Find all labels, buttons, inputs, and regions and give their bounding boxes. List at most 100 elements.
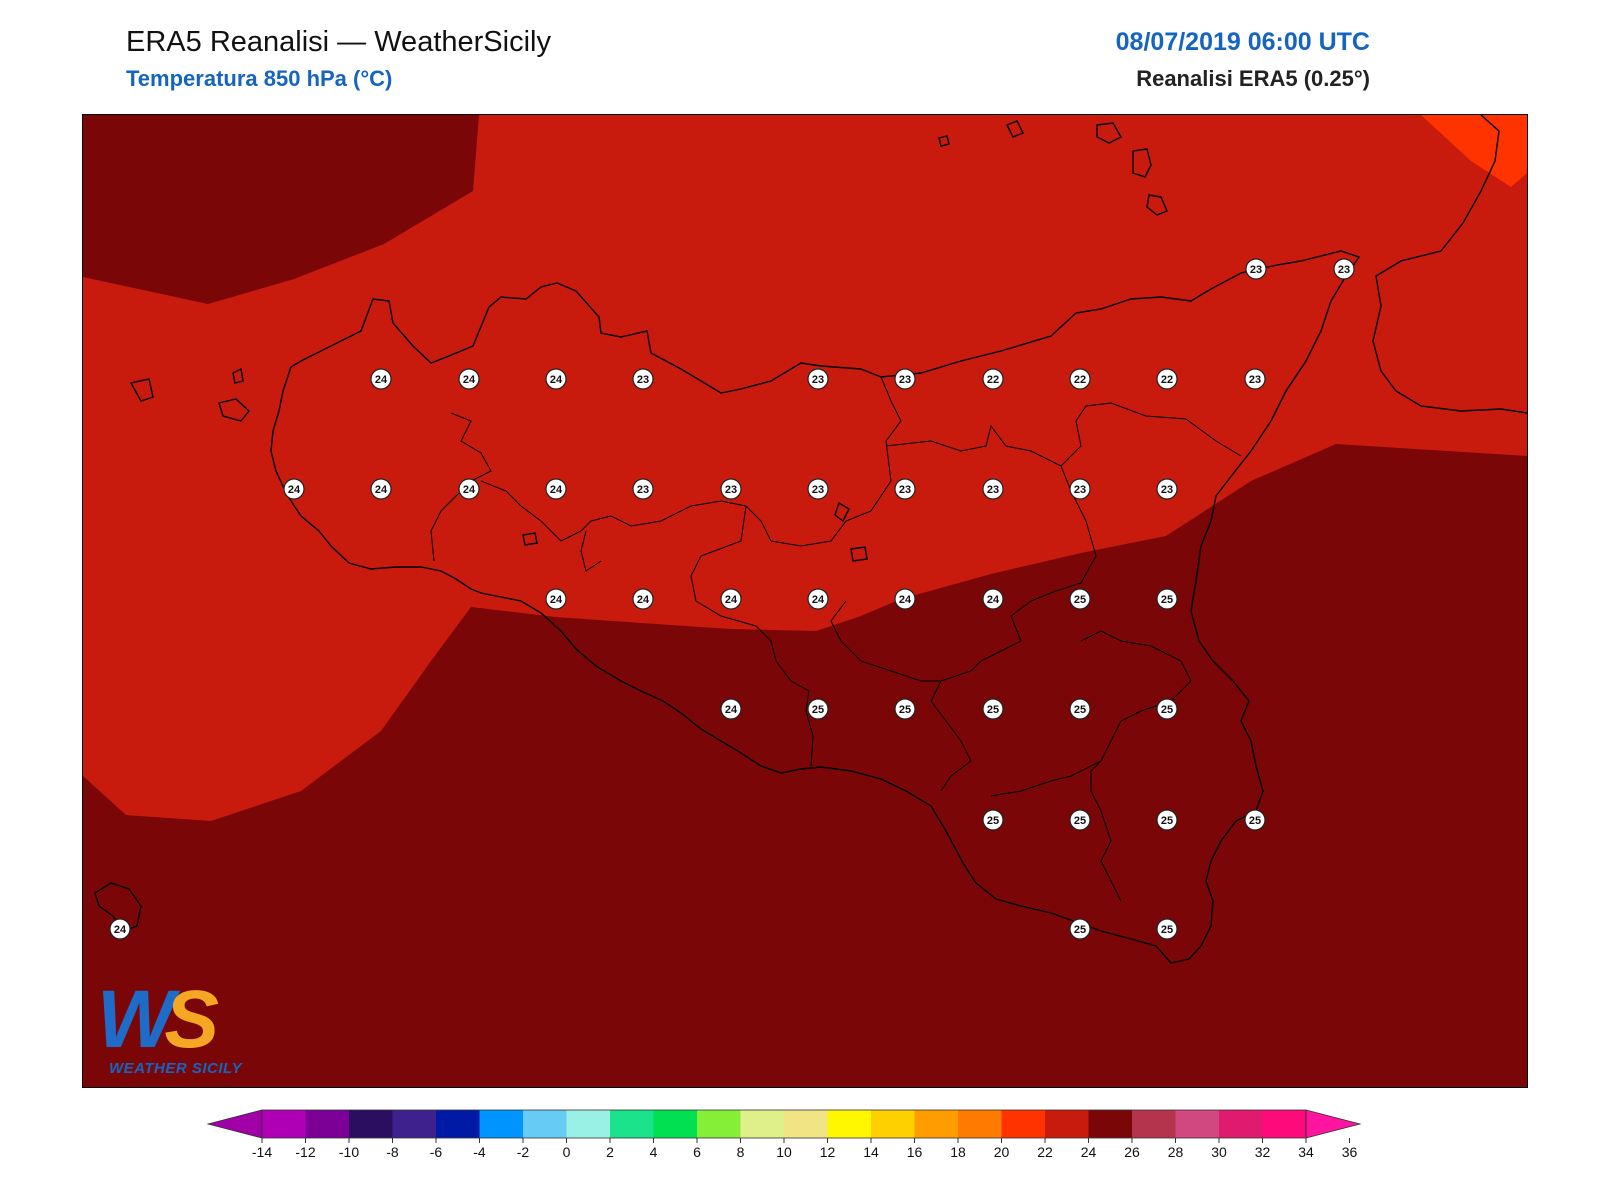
station-marker[interactable]: 24 [545,368,567,390]
station-value: 24 [114,924,127,936]
colorbar-tick-label: -10 [339,1144,359,1160]
station-marker-circle [894,588,916,610]
station-marker-circle [1156,918,1178,940]
station-value: 25 [987,815,999,827]
station-marker[interactable]: 24 [283,478,305,500]
station-marker[interactable]: 23 [720,478,742,500]
map-subtitle: Temperatura 850 hPa (°C) [126,66,393,91]
station-marker[interactable]: 24 [632,588,654,610]
colorbar-cell [914,1110,959,1138]
station-value: 25 [1074,924,1086,936]
station-marker-circle [1069,478,1091,500]
station-value: 23 [1074,484,1086,496]
station-marker[interactable]: 22 [1156,368,1178,390]
station-marker[interactable]: 24 [458,368,480,390]
station-marker[interactable]: 24 [545,478,567,500]
station-marker-circle [894,698,916,720]
station-marker[interactable]: 22 [1069,368,1091,390]
station-marker[interactable]: 23 [1069,478,1091,500]
station-marker[interactable]: 24 [458,478,480,500]
station-value: 23 [1338,264,1350,276]
station-value: 25 [1074,704,1086,716]
station-marker[interactable]: 23 [894,368,916,390]
weather-sicily-logo: WS [97,974,219,1065]
station-marker[interactable]: 24 [370,478,392,500]
colorbar-tick-label: 24 [1081,1144,1097,1160]
colorbar-high-arrow [1305,1109,1362,1139]
colorbar-cell [566,1110,611,1138]
station-marker[interactable]: 25 [1244,809,1266,831]
station-marker-circle [982,368,1004,390]
colorbar-tick-label: 4 [650,1144,658,1160]
station-marker-circle [807,368,829,390]
station-marker[interactable]: 23 [1244,368,1266,390]
colorbar-cell [610,1110,654,1138]
colorbar-low-arrow [206,1109,263,1139]
station-marker[interactable]: 23 [1156,478,1178,500]
station-marker[interactable]: 23 [894,478,916,500]
station-marker[interactable]: 25 [807,698,829,720]
station-marker-circle [1245,258,1267,280]
station-value: 25 [987,704,999,716]
colorbar-cell [305,1110,350,1138]
station-marker[interactable]: 23 [982,478,1004,500]
aeolian-islands [938,135,950,147]
station-marker[interactable]: 23 [1333,258,1355,280]
station-marker[interactable]: 25 [1156,809,1178,831]
station-marker[interactable]: 23 [1245,258,1267,280]
station-marker[interactable]: 25 [1156,588,1178,610]
station-marker-circle [1069,918,1091,940]
station-value: 24 [550,594,563,606]
station-marker[interactable]: 25 [1069,698,1091,720]
station-marker-circle [545,478,567,500]
colorbar-cell [827,1110,872,1138]
colorbar-cell [1001,1110,1046,1138]
station-marker[interactable]: 24 [807,588,829,610]
station-marker[interactable]: 24 [982,588,1004,610]
colorbar-tick-label: -8 [386,1144,399,1160]
station-value: 23 [725,484,737,496]
station-value: 25 [899,704,911,716]
station-marker[interactable]: 24 [545,588,567,610]
station-marker[interactable]: 25 [1069,588,1091,610]
colorbar-tick-label: 22 [1037,1144,1053,1160]
station-marker[interactable]: 23 [632,368,654,390]
station-value: 24 [550,484,563,496]
station-marker[interactable]: 22 [982,368,1004,390]
station-marker[interactable]: 24 [720,698,742,720]
station-marker[interactable]: 25 [1069,918,1091,940]
station-marker[interactable]: 24 [370,368,392,390]
station-marker[interactable]: 25 [1156,918,1178,940]
colorbar-tick-label: -6 [430,1144,443,1160]
station-marker-circle [545,588,567,610]
station-marker-circle [807,478,829,500]
station-value: 24 [288,484,301,496]
station-marker[interactable]: 23 [807,478,829,500]
temperature-map[interactable]: 23 23 24 24 24 23 23 23 22 22 22 23 24 24 24 24 23 23 23 23… [82,114,1528,1088]
colorbar-cell [436,1110,480,1138]
colorbar-tick-label: 30 [1211,1144,1227,1160]
station-marker[interactable]: 24 [109,918,131,940]
station-marker[interactable]: 23 [632,478,654,500]
station-marker[interactable]: 25 [1069,809,1091,831]
station-value: 23 [899,374,911,386]
station-marker[interactable]: 23 [807,368,829,390]
station-marker-circle [109,918,131,940]
temp-band-22-24 [83,115,1527,821]
colorbar-tick-label: 20 [994,1144,1010,1160]
station-marker-circle [1333,258,1355,280]
colorbar-tick-label: 6 [693,1144,701,1160]
station-value: 24 [375,484,388,496]
station-marker[interactable]: 25 [1156,698,1178,720]
station-marker[interactable]: 24 [720,588,742,610]
station-marker[interactable]: 25 [982,809,1004,831]
station-marker[interactable]: 25 [894,698,916,720]
station-marker-circle [1069,368,1091,390]
station-marker-circle [807,588,829,610]
colorbar-cell [1045,1110,1089,1138]
station-marker[interactable]: 24 [894,588,916,610]
station-marker[interactable]: 25 [982,698,1004,720]
colorbar-tick-label: 32 [1255,1144,1271,1160]
colorbar-cell [1262,1110,1307,1138]
station-marker-circle [807,698,829,720]
